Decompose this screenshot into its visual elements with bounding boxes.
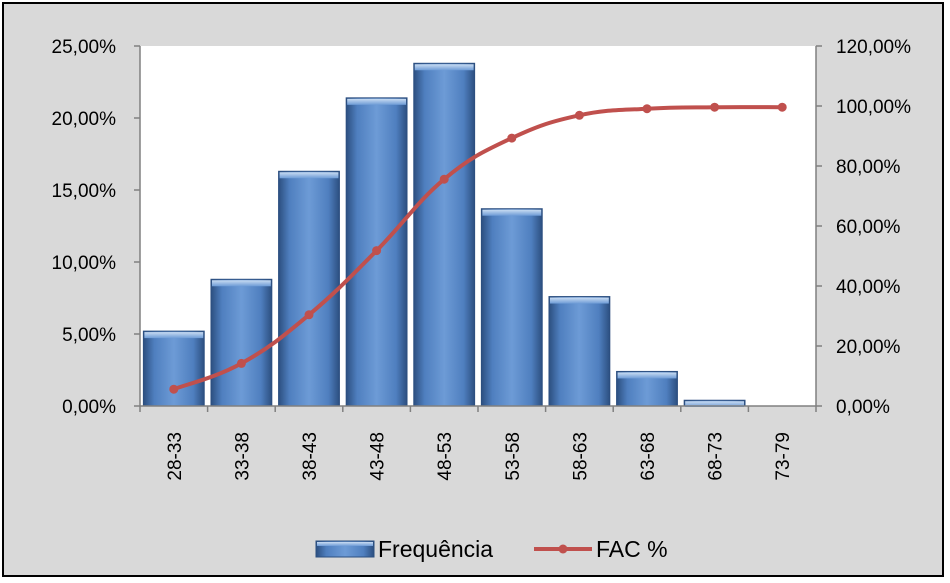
fac-line — [173, 105, 783, 392]
x-tick-label: 33-38 — [232, 432, 253, 481]
bar-48-53 — [413, 62, 476, 407]
x-tick-label: 68-73 — [706, 432, 727, 481]
legend-label-frequencia: Frequência — [378, 536, 493, 562]
x-tick-label: 43-48 — [368, 432, 389, 481]
legend-item-fac: FAC % — [534, 536, 668, 562]
right-tick-label: 60,00% — [836, 217, 901, 238]
bar-58-63 — [548, 296, 611, 407]
bar-33-38 — [210, 278, 273, 407]
left-tick-label: 15,00% — [52, 181, 117, 202]
fac-point-28-33 — [169, 384, 179, 394]
fac-point-68-73 — [710, 102, 720, 112]
right-tick-label: 120,00% — [836, 37, 911, 58]
right-tick-label: 100,00% — [836, 97, 911, 118]
x-tick-label: 53-58 — [503, 432, 524, 481]
right-tick-label: 40,00% — [836, 277, 901, 298]
fac-point-33-38 — [236, 358, 246, 368]
bar-28-33 — [142, 330, 205, 407]
bar-63-68 — [616, 370, 678, 407]
right-tick-label: 0,00% — [836, 397, 890, 418]
fac-point-38-43 — [304, 310, 314, 320]
x-tick-label: 58-63 — [570, 432, 591, 481]
fac-point-48-53 — [439, 174, 449, 184]
x-tick-label: 28-33 — [165, 432, 186, 481]
bar-53-58 — [480, 208, 543, 407]
combo-chart: 0,00% 5,00% 10,00% 15,00% 20,00% 25,00% 0,00% 2… — [52, 37, 912, 562]
x-tick-label: 48-53 — [435, 432, 456, 481]
fac-point-58-63 — [574, 110, 584, 120]
fac-point-63-68 — [642, 104, 652, 114]
legend-label-fac: FAC % — [596, 536, 668, 562]
x-tick-label: 38-43 — [300, 432, 321, 481]
fac-point-43-48 — [372, 246, 382, 256]
fac-point-73-79 — [777, 102, 787, 112]
x-tick-label: 63-68 — [638, 432, 659, 481]
left-tick-label: 5,00% — [62, 325, 116, 346]
bar-38-43 — [278, 170, 340, 407]
legend-item-frequencia: Frequência — [315, 536, 493, 562]
chart-frame: 0,00% 5,00% 10,00% 15,00% 20,00% 25,00% 0,00% 2… — [2, 2, 944, 577]
left-tick-label: 0,00% — [62, 397, 116, 418]
x-tick-label: 73-79 — [773, 432, 794, 481]
left-tick-label: 20,00% — [52, 109, 117, 130]
right-tick-label: 20,00% — [836, 337, 901, 358]
left-tick-label: 10,00% — [52, 253, 117, 274]
fac-point-53-58 — [507, 133, 517, 143]
right-tick-label: 80,00% — [836, 157, 901, 178]
left-tick-label: 25,00% — [52, 37, 117, 58]
